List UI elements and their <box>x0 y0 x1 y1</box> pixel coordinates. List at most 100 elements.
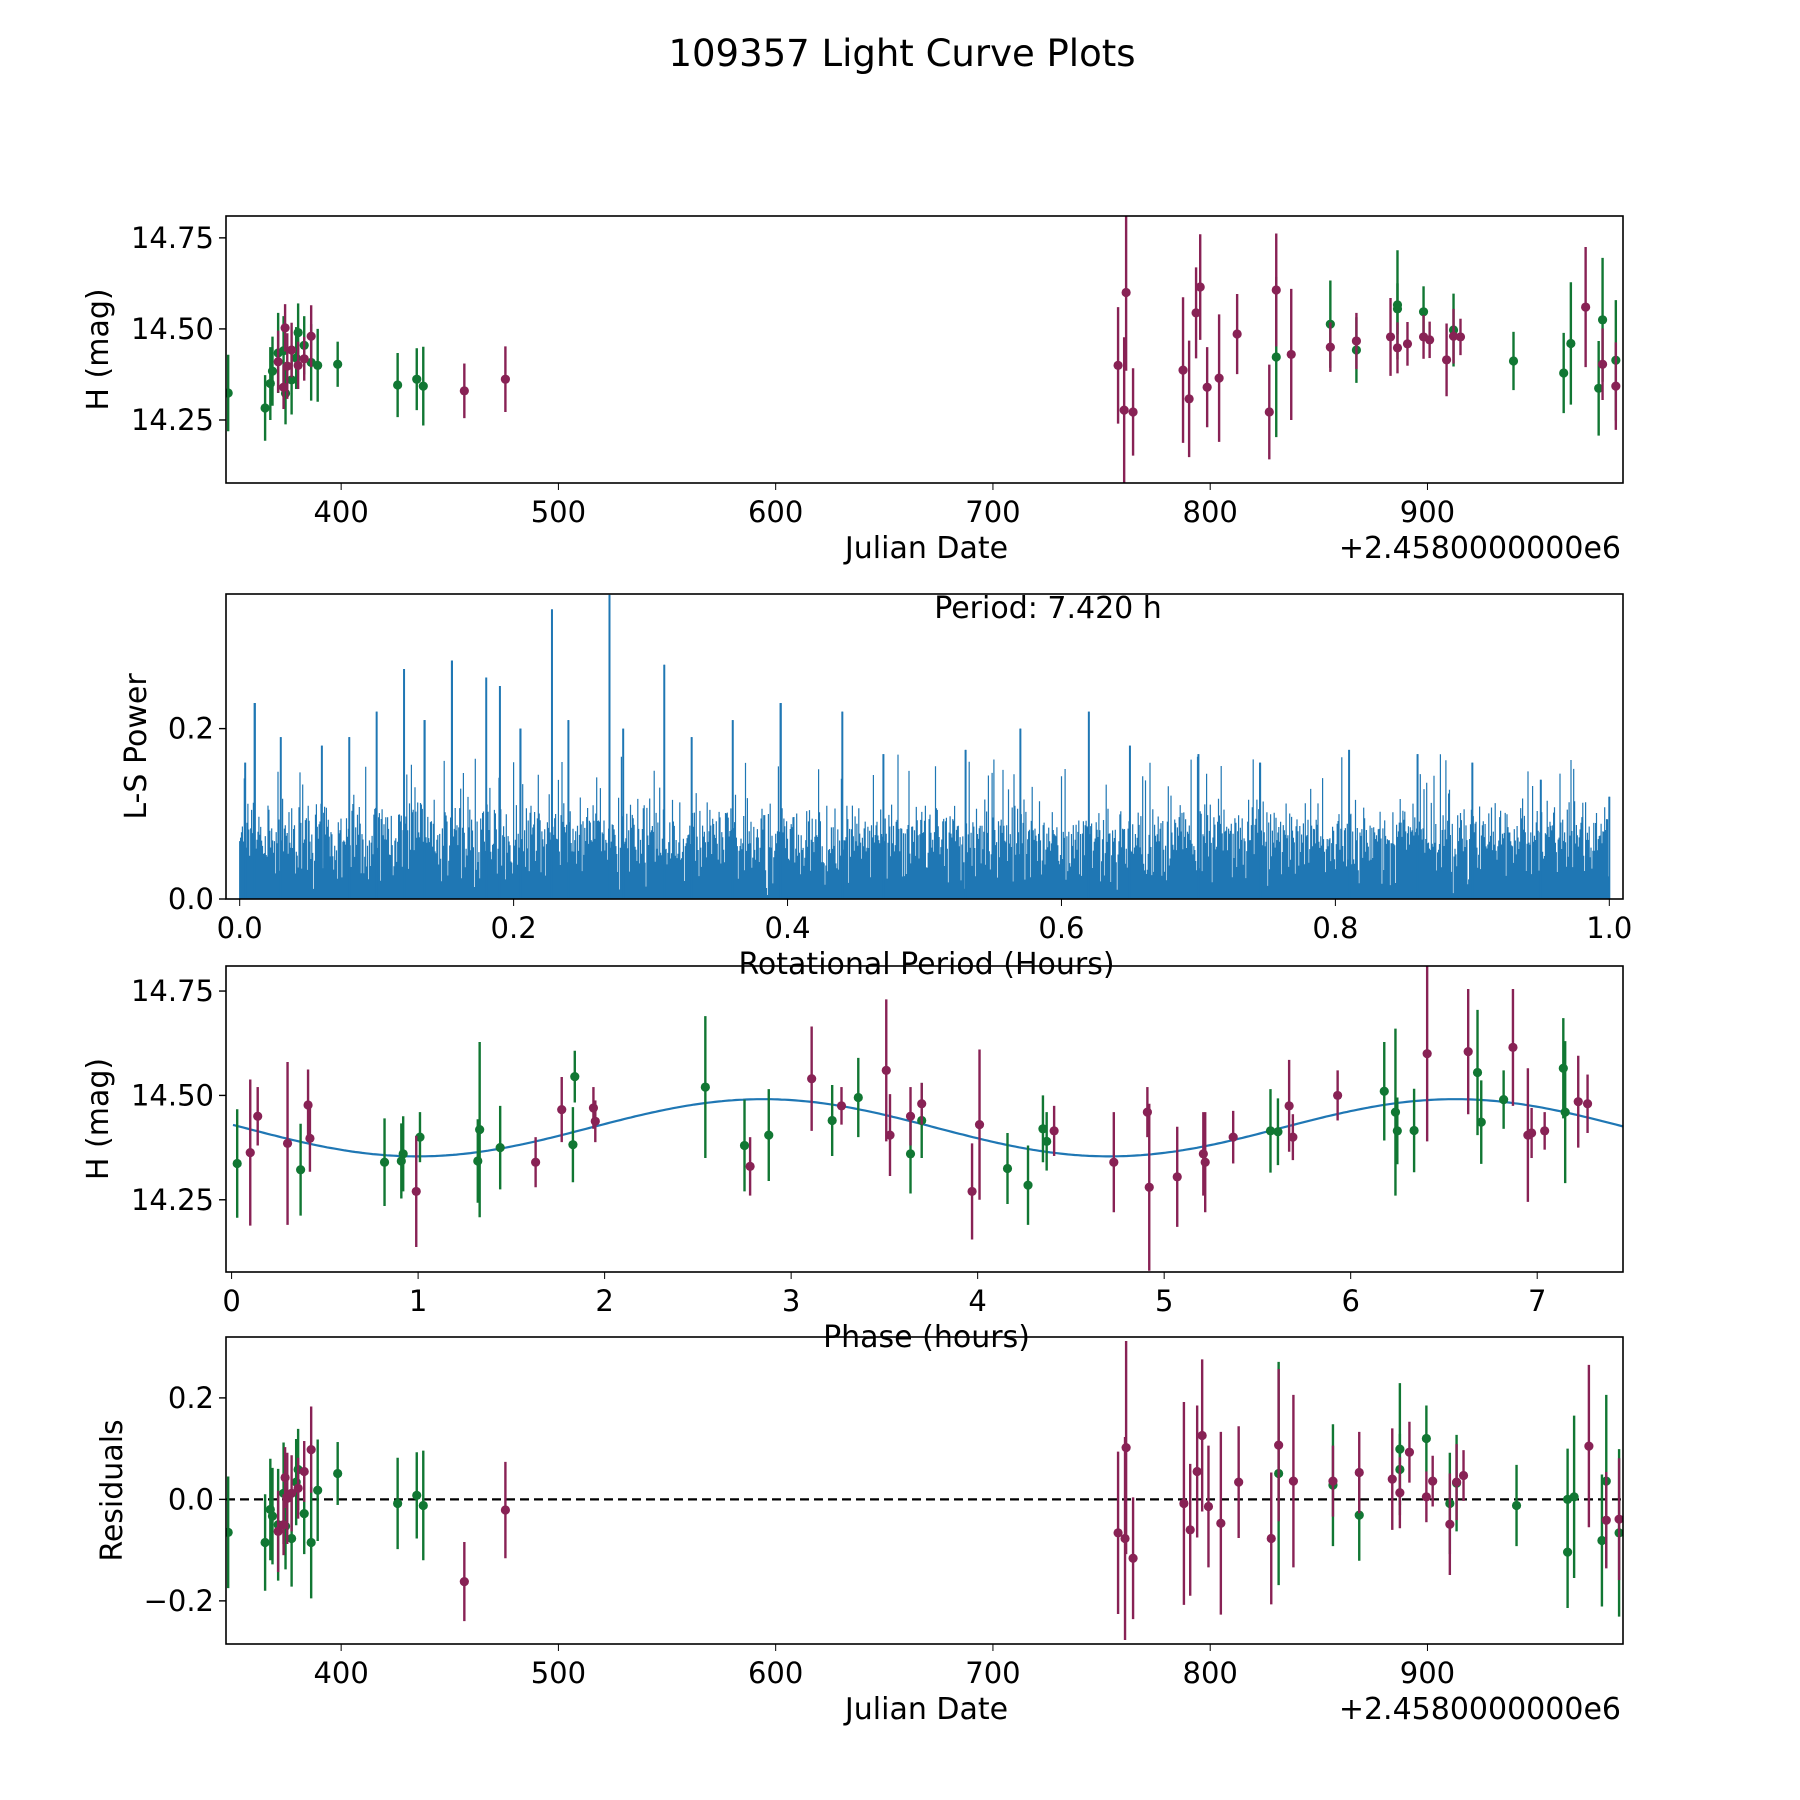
series-green <box>226 1361 1623 1617</box>
data-point <box>393 380 403 390</box>
data-point <box>1128 407 1138 417</box>
data-point <box>260 1537 270 1548</box>
data-point <box>293 360 303 370</box>
data-point <box>807 1074 817 1084</box>
y-tick-label: −0.2 <box>144 1584 214 1618</box>
y-tick-label: 14.50 <box>131 312 214 346</box>
fit-curve <box>232 1098 1623 1158</box>
data-point <box>278 1520 289 1530</box>
data-point <box>475 1125 485 1135</box>
data-point <box>267 1511 278 1521</box>
data-point <box>1172 1172 1182 1182</box>
data-point <box>1002 1163 1013 1174</box>
y-tick-label: 14.25 <box>131 403 214 437</box>
data-point <box>1042 1136 1052 1146</box>
data-point <box>1508 356 1519 366</box>
data-point <box>306 1445 316 1455</box>
data-point <box>333 1468 343 1479</box>
x-tick-label: 0.4 <box>764 911 810 945</box>
data-point <box>396 1156 406 1166</box>
periodogram-trace <box>239 594 1610 899</box>
data-point <box>1385 332 1396 342</box>
data-point <box>1425 335 1435 345</box>
data-point <box>1119 405 1129 415</box>
data-point <box>588 1103 599 1113</box>
data-point <box>1284 1101 1294 1111</box>
data-point <box>293 327 303 338</box>
data-point <box>226 1527 233 1537</box>
data-point <box>1581 302 1591 312</box>
data-point <box>398 1149 408 1159</box>
data-point <box>1379 1086 1389 1096</box>
x-tick-label: 800 <box>1183 495 1238 529</box>
data-point <box>1121 287 1131 298</box>
phased-plot-area <box>232 966 1623 1271</box>
y-tick-label: 0.2 <box>168 1381 214 1415</box>
data-point <box>885 1130 895 1140</box>
data-point <box>1113 360 1123 370</box>
x-offset-label: +2.4580000000e6 <box>1339 1692 1621 1727</box>
x-tick-label: 900 <box>1400 1656 1455 1690</box>
data-point <box>1202 382 1212 392</box>
data-point <box>1228 1132 1238 1142</box>
data-point <box>1428 1476 1438 1486</box>
data-point <box>1234 1477 1244 1487</box>
data-point <box>1142 1107 1152 1117</box>
y-tick-label: 0.0 <box>168 882 214 916</box>
data-point <box>299 1508 309 1519</box>
data-point <box>299 354 309 364</box>
x-tick-label: 500 <box>531 1656 586 1690</box>
data-point <box>1527 1128 1537 1138</box>
residuals-plot-area <box>226 1341 1623 1640</box>
data-point <box>1573 1097 1583 1107</box>
y-tick-label: 14.75 <box>131 974 214 1008</box>
data-point <box>568 1140 578 1150</box>
data-point <box>265 378 275 389</box>
data-point <box>1455 332 1466 342</box>
data-point <box>415 1132 425 1142</box>
data-point <box>306 1537 316 1548</box>
data-point <box>1049 1126 1059 1136</box>
data-point <box>1511 1500 1522 1511</box>
y-tick-label: 0.2 <box>168 712 214 746</box>
data-point <box>1421 1433 1431 1444</box>
data-point <box>280 323 290 333</box>
data-point <box>1540 1126 1550 1136</box>
data-point <box>1560 1107 1570 1117</box>
data-point <box>226 388 233 398</box>
data-point <box>296 1165 306 1175</box>
data-point <box>590 1116 600 1126</box>
x-tick-label: 4 <box>968 1284 986 1318</box>
data-point <box>1441 355 1452 365</box>
data-point <box>1232 329 1242 339</box>
data-point <box>1288 1476 1299 1486</box>
phased-axes-frame <box>225 965 1624 1273</box>
x-axis-label: Julian Date <box>843 1692 1008 1727</box>
data-point <box>1328 1476 1338 1486</box>
data-point <box>1178 365 1188 375</box>
periodogram-panel: Period: 7.420 h 0.0 0.2 0.4 0.6 0.8 1.0 0.0 0.2 R… <box>119 591 1632 982</box>
data-point <box>1476 1117 1486 1127</box>
data-point <box>1601 1515 1611 1525</box>
x-tick-label: 3 <box>782 1284 800 1318</box>
data-point <box>473 1156 483 1166</box>
data-point <box>232 1158 242 1169</box>
data-point <box>1582 1099 1593 1109</box>
data-point <box>1198 1149 1208 1159</box>
data-point <box>1109 1157 1119 1167</box>
data-point <box>305 1133 315 1144</box>
data-point <box>1354 1510 1364 1520</box>
x-tick-label: 1.0 <box>1586 911 1632 945</box>
data-point <box>1203 1501 1214 1512</box>
data-point <box>1288 1132 1298 1142</box>
data-point <box>905 1149 916 1159</box>
data-point <box>287 1488 297 1498</box>
data-point <box>1185 1525 1195 1535</box>
x-tick-label: 800 <box>1183 1656 1238 1690</box>
data-point <box>1144 1182 1154 1192</box>
data-point <box>1273 1127 1283 1137</box>
data-point <box>1569 1492 1579 1502</box>
data-point <box>557 1105 567 1115</box>
